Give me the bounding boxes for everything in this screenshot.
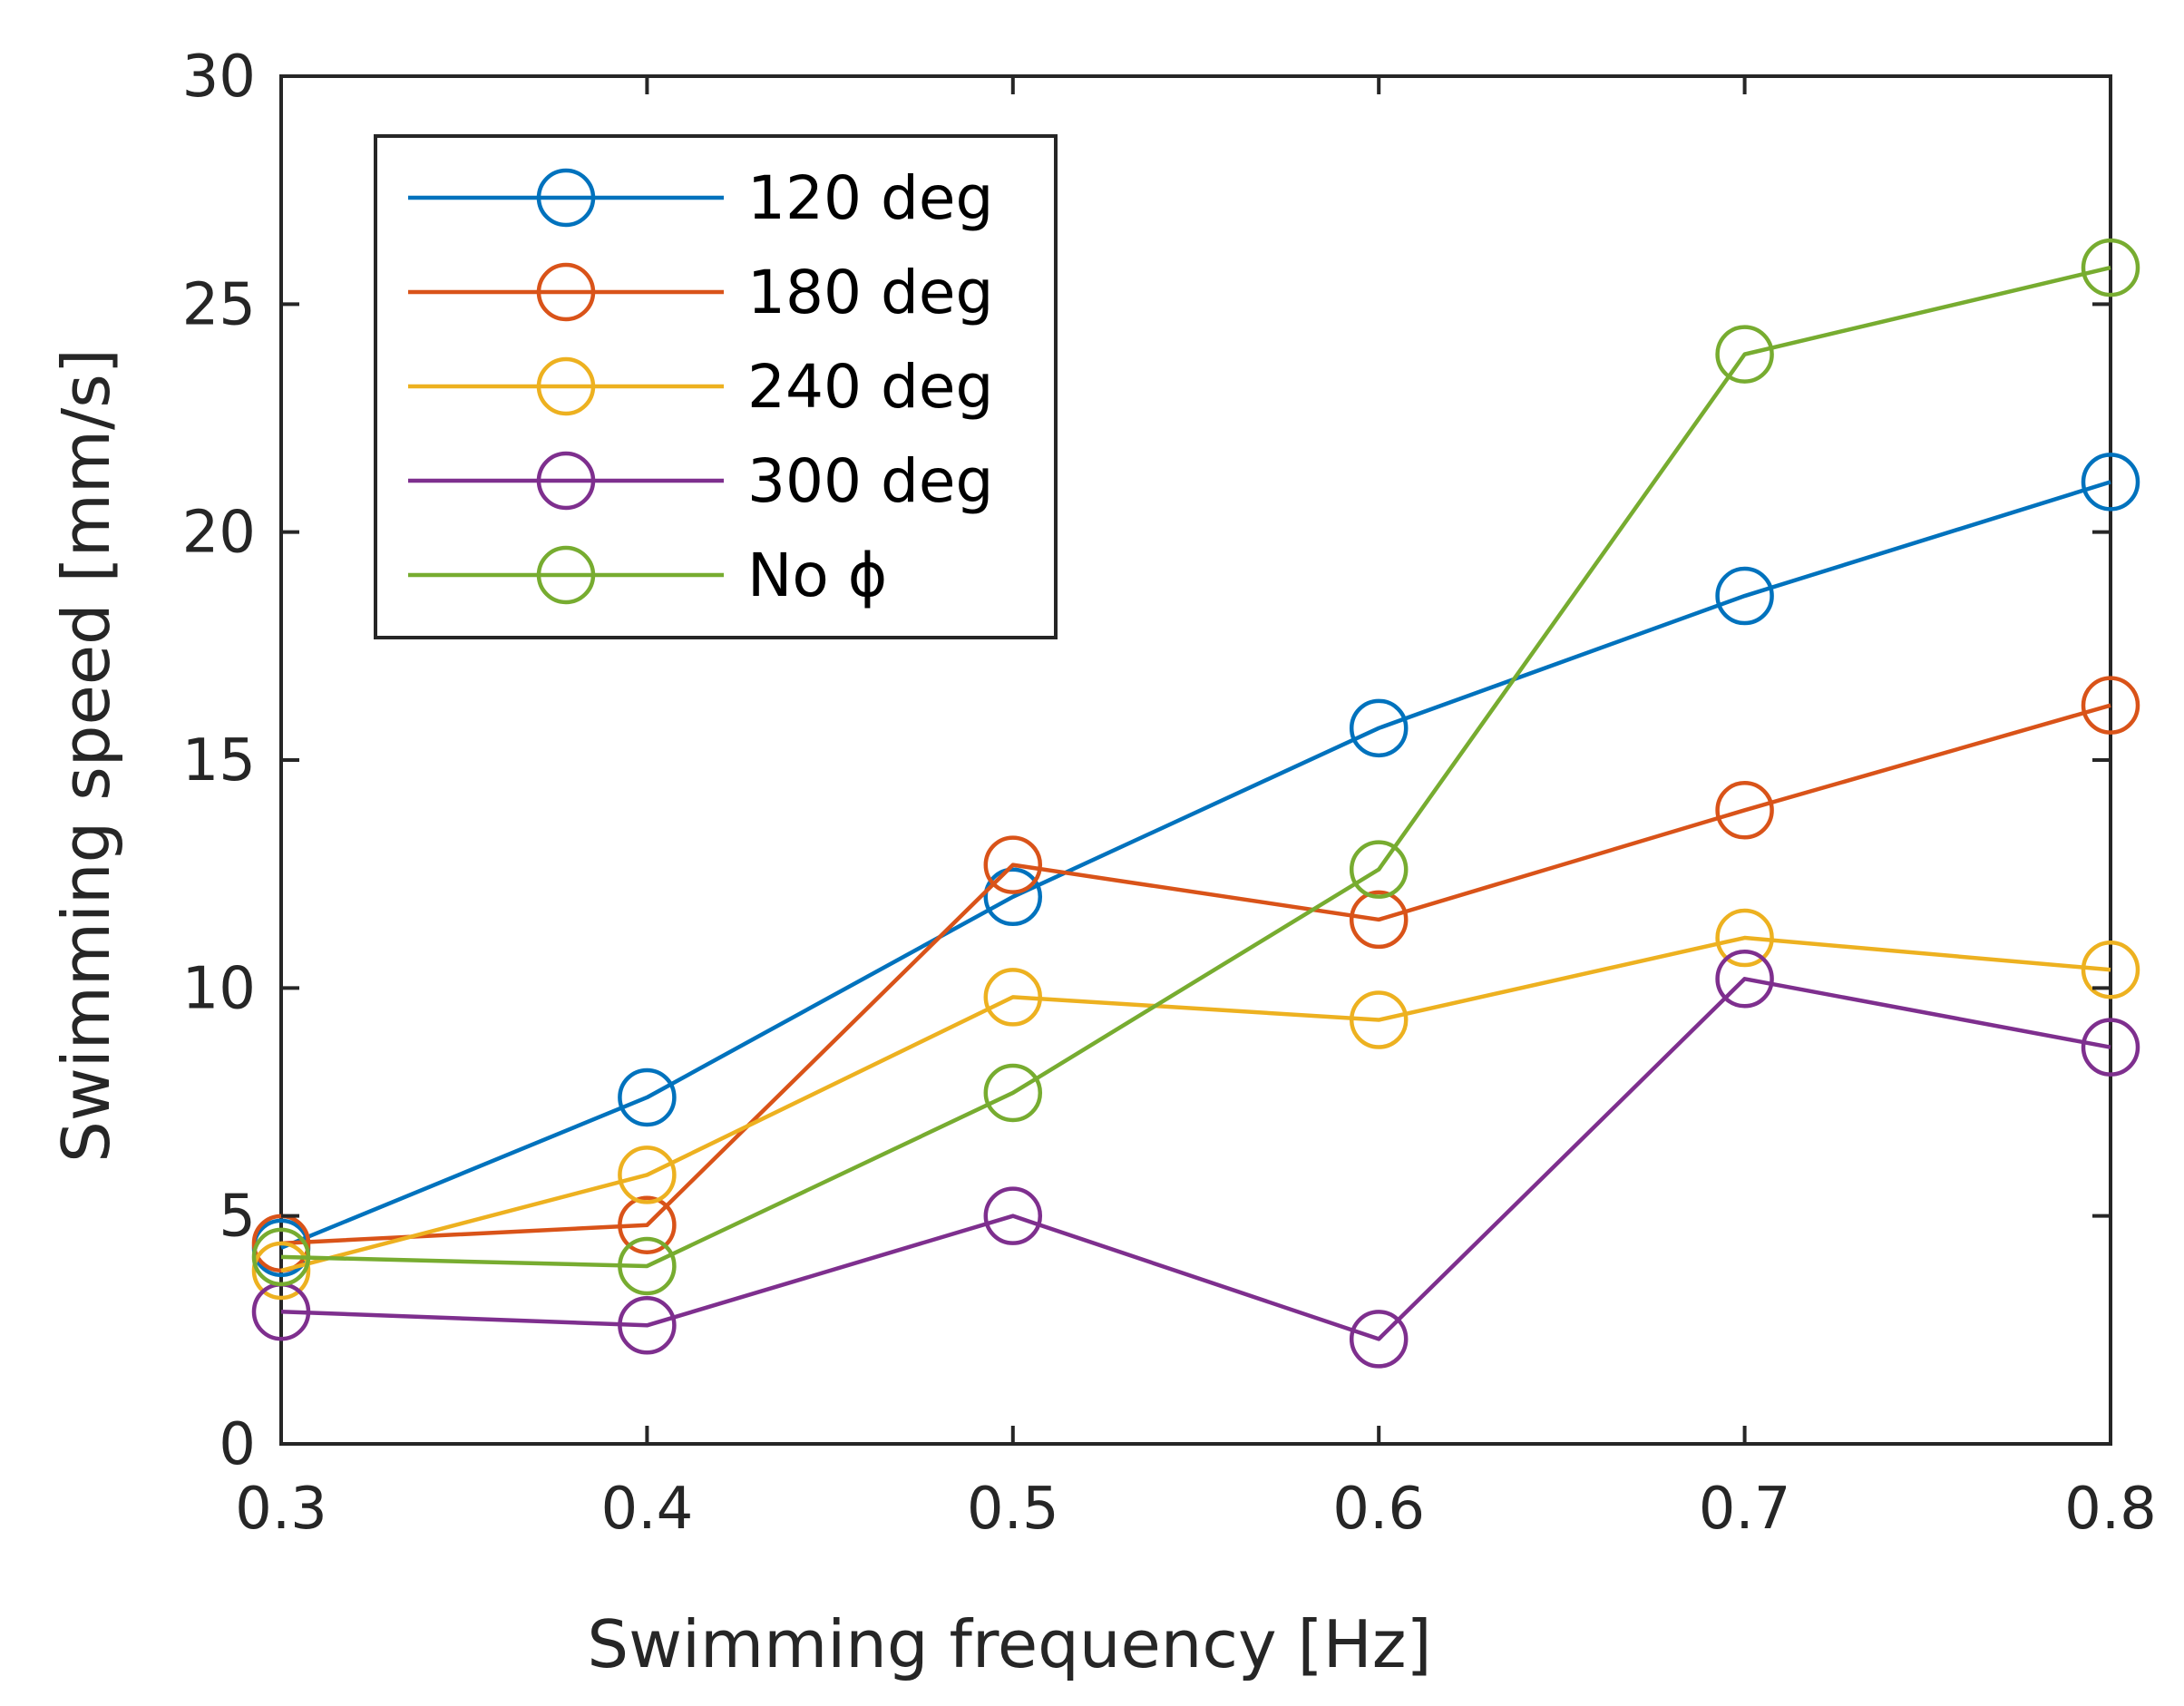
legend-swatch-marker xyxy=(536,356,596,416)
data-point xyxy=(1349,1310,1409,1369)
data-point xyxy=(1349,698,1409,758)
data-point xyxy=(2081,238,2140,297)
y-tick-label: 0 xyxy=(219,1411,256,1478)
legend-item: 120 deg xyxy=(408,163,993,233)
y-tick-label: 5 xyxy=(219,1184,256,1251)
series-line xyxy=(280,265,2111,1269)
data-point xyxy=(1715,566,1774,626)
legend-item: 300 deg xyxy=(408,446,993,516)
y-tick-label: 25 xyxy=(182,271,256,338)
y-tick-label: 15 xyxy=(182,727,256,795)
series-line xyxy=(280,977,2111,1341)
data-point xyxy=(2081,676,2140,735)
y-axis: 0 5 10 15 20 25 30 xyxy=(182,44,2111,1478)
legend-label: No ϕ xyxy=(747,541,887,610)
legend-swatch-marker xyxy=(536,262,596,322)
legend-item: 240 deg xyxy=(408,352,993,422)
data-point xyxy=(983,867,1043,927)
x-tick-label: 0.3 xyxy=(235,1476,327,1543)
data-point xyxy=(983,1063,1043,1123)
legend-item: No ϕ xyxy=(408,541,887,610)
legend-label: 120 deg xyxy=(747,163,993,233)
series-line xyxy=(280,935,2111,1273)
legend-swatch-marker xyxy=(536,168,596,228)
data-point xyxy=(1349,990,1409,1049)
data-point xyxy=(618,1145,677,1204)
data-point xyxy=(983,968,1043,1027)
data-point xyxy=(618,1236,677,1296)
series-line xyxy=(280,703,2111,1246)
series-line xyxy=(280,480,2111,1250)
legend-label: 300 deg xyxy=(747,446,993,516)
data-point xyxy=(2081,940,2140,999)
data-point xyxy=(1349,890,1409,950)
data-point xyxy=(1349,840,1409,899)
legend-item: 180 deg xyxy=(408,258,993,327)
legend-swatch-marker xyxy=(536,545,596,605)
data-point xyxy=(2081,453,2140,512)
data-point xyxy=(251,1227,311,1287)
y-tick-label: 20 xyxy=(182,500,256,567)
data-point xyxy=(983,1186,1043,1245)
legend-label: 180 deg xyxy=(747,258,993,327)
series-3 xyxy=(251,950,2140,1369)
series-4 xyxy=(251,238,2140,1296)
legend: 120 deg 180 deg 240 deg 300 deg No ϕ xyxy=(374,134,1058,639)
data-point xyxy=(1715,781,1774,840)
data-point xyxy=(618,1296,677,1355)
data-point xyxy=(618,1195,677,1254)
series-2 xyxy=(251,908,2140,1301)
x-tick-label: 0.8 xyxy=(2064,1476,2157,1543)
data-point xyxy=(1715,908,1774,968)
data-point xyxy=(618,1067,677,1127)
y-tick-label: 30 xyxy=(182,44,256,111)
data-point xyxy=(983,835,1043,894)
x-axis-label: Swimming frequency [Hz] xyxy=(587,1606,1431,1682)
series-1 xyxy=(251,676,2140,1273)
x-tick-label: 0.4 xyxy=(601,1476,694,1543)
legend-label: 240 deg xyxy=(747,352,993,422)
y-axis-label: Swimming speed [mm/s] xyxy=(48,348,124,1163)
x-tick-label: 0.5 xyxy=(967,1476,1059,1543)
legend-swatch-marker xyxy=(536,451,596,511)
y-tick-label: 10 xyxy=(182,955,256,1022)
data-point xyxy=(1715,325,1774,384)
data-point xyxy=(1715,950,1774,1009)
x-tick-label: 0.6 xyxy=(1332,1476,1425,1543)
x-tick-label: 0.7 xyxy=(1699,1476,1791,1543)
x-axis: 0.3 0.4 0.5 0.6 0.7 0.8 xyxy=(235,76,2157,1543)
data-point xyxy=(2081,1018,2140,1077)
data-point xyxy=(251,1241,311,1301)
